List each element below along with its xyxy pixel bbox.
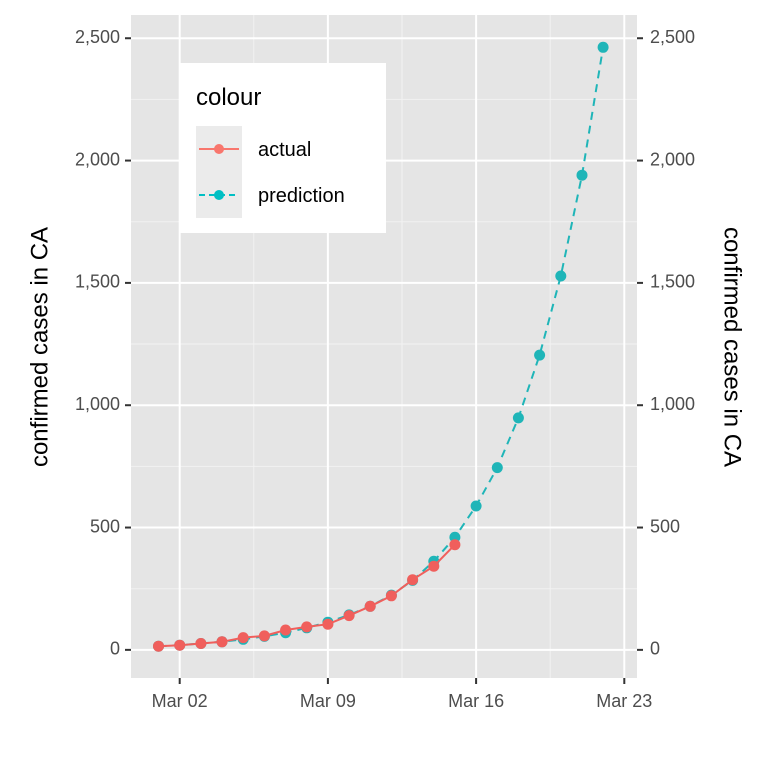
point-prediction: [597, 41, 609, 53]
series-layer: [153, 41, 609, 652]
point-prediction: [491, 462, 503, 474]
point-actual: [449, 539, 461, 551]
point-actual: [385, 590, 397, 602]
point-prediction: [512, 412, 524, 424]
point-actual: [428, 560, 440, 572]
point-actual: [301, 621, 313, 633]
legend-key-prediction-dot: [214, 190, 224, 200]
y-tick-label-left: 2,000: [75, 149, 120, 169]
x-tick-label: Mar 16: [448, 691, 504, 711]
point-actual: [343, 610, 355, 622]
x-tick-label: Mar 09: [300, 691, 356, 711]
y-tick-label-left: 500: [90, 516, 120, 536]
legend: colour actual prediction: [180, 63, 386, 233]
point-actual: [280, 624, 292, 636]
point-actual: [174, 639, 186, 651]
y-tick-label-right: 0: [650, 639, 660, 659]
y-tick-label-left: 1,500: [75, 272, 120, 292]
axes: 0 0 500 500 1,000 1,000 1,500 1,500 2,000 2,000 2,…: [75, 27, 695, 711]
y-tick-label-right: 2,500: [650, 27, 695, 47]
y-tick-label-left: 0: [110, 639, 120, 659]
legend-label-prediction: prediction: [258, 185, 345, 207]
y-axis-title-left: confirmed cases in CA: [26, 227, 53, 467]
legend-label-actual: actual: [258, 139, 311, 161]
y-tick-label-right: 1,500: [650, 272, 695, 292]
point-actual: [322, 618, 334, 630]
y-axis-title-right: confirmed cases in CA: [719, 227, 746, 467]
point-actual: [153, 640, 164, 652]
point-actual: [364, 600, 376, 612]
y-tick-label-right: 2,000: [650, 149, 695, 169]
point-actual: [195, 638, 207, 649]
legend-key-actual-dot: [214, 144, 224, 154]
point-prediction: [576, 169, 588, 181]
point-actual: [258, 630, 270, 642]
point-actual: [237, 632, 249, 644]
y-tick-label-left: 2,500: [75, 27, 120, 47]
point-prediction: [555, 270, 567, 282]
x-tick-label: Mar 02: [152, 691, 208, 711]
legend-title: colour: [196, 84, 261, 111]
point-actual: [216, 636, 228, 648]
x-tick-label: Mar 23: [596, 691, 652, 711]
y-tick-label-right: 1,000: [650, 394, 695, 414]
point-actual: [407, 574, 419, 586]
y-tick-label-left: 1,000: [75, 394, 120, 414]
y-tick-label-right: 500: [650, 516, 680, 536]
point-prediction: [534, 349, 546, 361]
point-prediction: [470, 500, 482, 512]
